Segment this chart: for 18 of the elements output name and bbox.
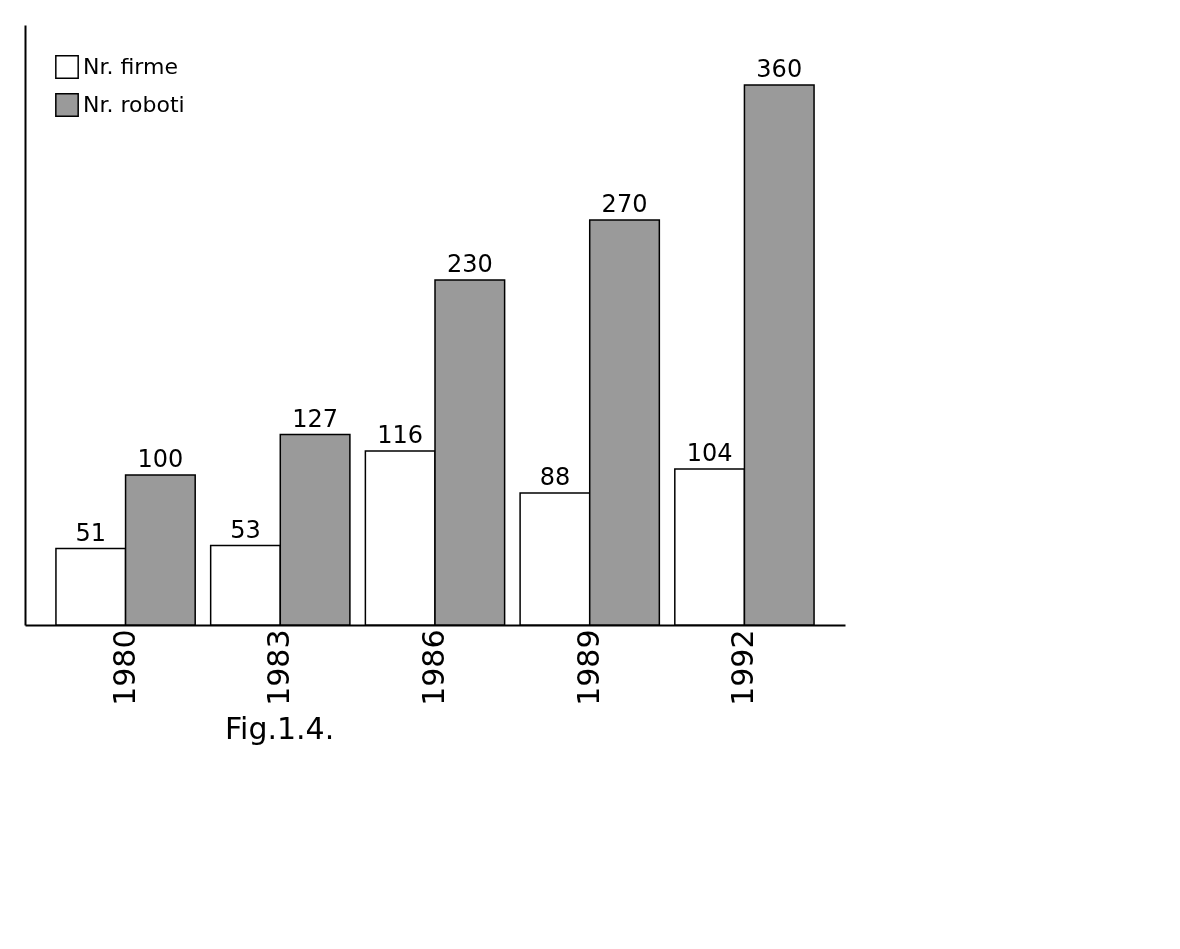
x-tick-label: 1980 <box>106 629 142 706</box>
x-tick-label: 1989 <box>570 629 606 706</box>
data-label: 127 <box>292 404 338 433</box>
x-tick-label: 1992 <box>725 629 761 706</box>
x-tick-label: 1983 <box>261 629 297 706</box>
data-label: 116 <box>377 421 424 449</box>
legend-label: Nr. roboti <box>83 92 185 117</box>
data-label: 51 <box>75 518 107 547</box>
data-label: 88 <box>539 463 571 491</box>
data-label: 230 <box>446 250 493 278</box>
data-label: 360 <box>756 55 803 83</box>
caption: Fig.1.4. <box>225 711 335 747</box>
data-label: 104 <box>686 439 733 467</box>
data-label: 270 <box>601 190 648 218</box>
legend-label: Nr. firme <box>83 54 178 79</box>
x-tick-label: 1986 <box>416 629 451 706</box>
data-label: 100 <box>137 445 184 473</box>
data-label: 53 <box>230 515 261 544</box>
